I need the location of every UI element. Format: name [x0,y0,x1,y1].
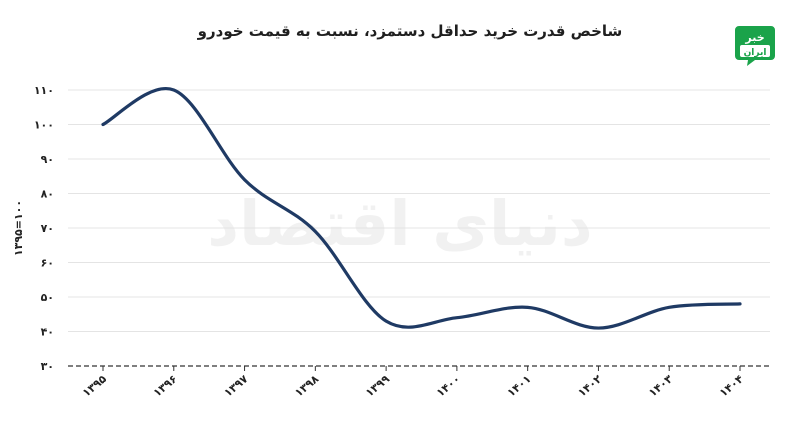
chart-title: شاخص قدرت خرید حداقل دستمزد، نسبت به قیم… [197,22,623,40]
y-tick-label: ۵۰ [41,291,54,304]
x-tick-label: ۱۴۰۲ [575,372,604,399]
y-tick-label: ۱۱۰ [34,84,54,97]
x-tick-label: ۱۴۰۰ [434,372,463,399]
y-tick-label: ۸۰ [41,188,54,201]
x-tick-label: ۱۴۰۳ [646,372,675,399]
y-tick-label: ۱۰۰ [34,119,54,132]
y-tick-label: ۶۰ [41,257,54,270]
x-tick-labels: ۱۳۹۵ ۱۳۹۶ ۱۳۹۷ ۱۳۹۸ ۱۳۹۹ ۱۴۰۰ ۱۴۰۱ ۱۴۰۲ ۱۴۰۳ ۱۴۰۴ [80,372,746,399]
x-tick-label: ۱۴۰۴ [717,372,746,399]
x-tick-label: ۱۳۹۶ [151,372,180,399]
logo-bottom-text: ایران [744,48,767,58]
y-tick-label: ۳۰ [41,360,54,373]
logo-top-text: خبر [744,31,764,44]
x-axis [68,365,770,371]
y-tick-label: ۹۰ [41,153,54,166]
x-tick-label: ۱۳۹۸ [292,372,321,399]
x-tick-label: ۱۳۹۷ [222,372,251,399]
series-line [101,86,742,330]
grid-lines [68,89,770,332]
x-tick-label: ۱۴۰۱ [505,372,534,399]
x-tick-label: ۱۳۹۵ [80,372,109,399]
x-tick-label: ۱۳۹۹ [363,372,392,399]
y-axis-label: ۱۳۹۵=۱۰۰ [12,200,25,256]
y-tick-label: ۴۰ [41,326,54,339]
khabar-iran-logo-icon: خبر ایران [735,26,775,66]
y-tick-label: ۷۰ [41,222,54,235]
y-tick-labels: ۳۰ ۴۰ ۵۰ ۶۰ ۷۰ ۸۰ ۹۰ ۱۰۰ ۱۱۰ [34,84,54,373]
